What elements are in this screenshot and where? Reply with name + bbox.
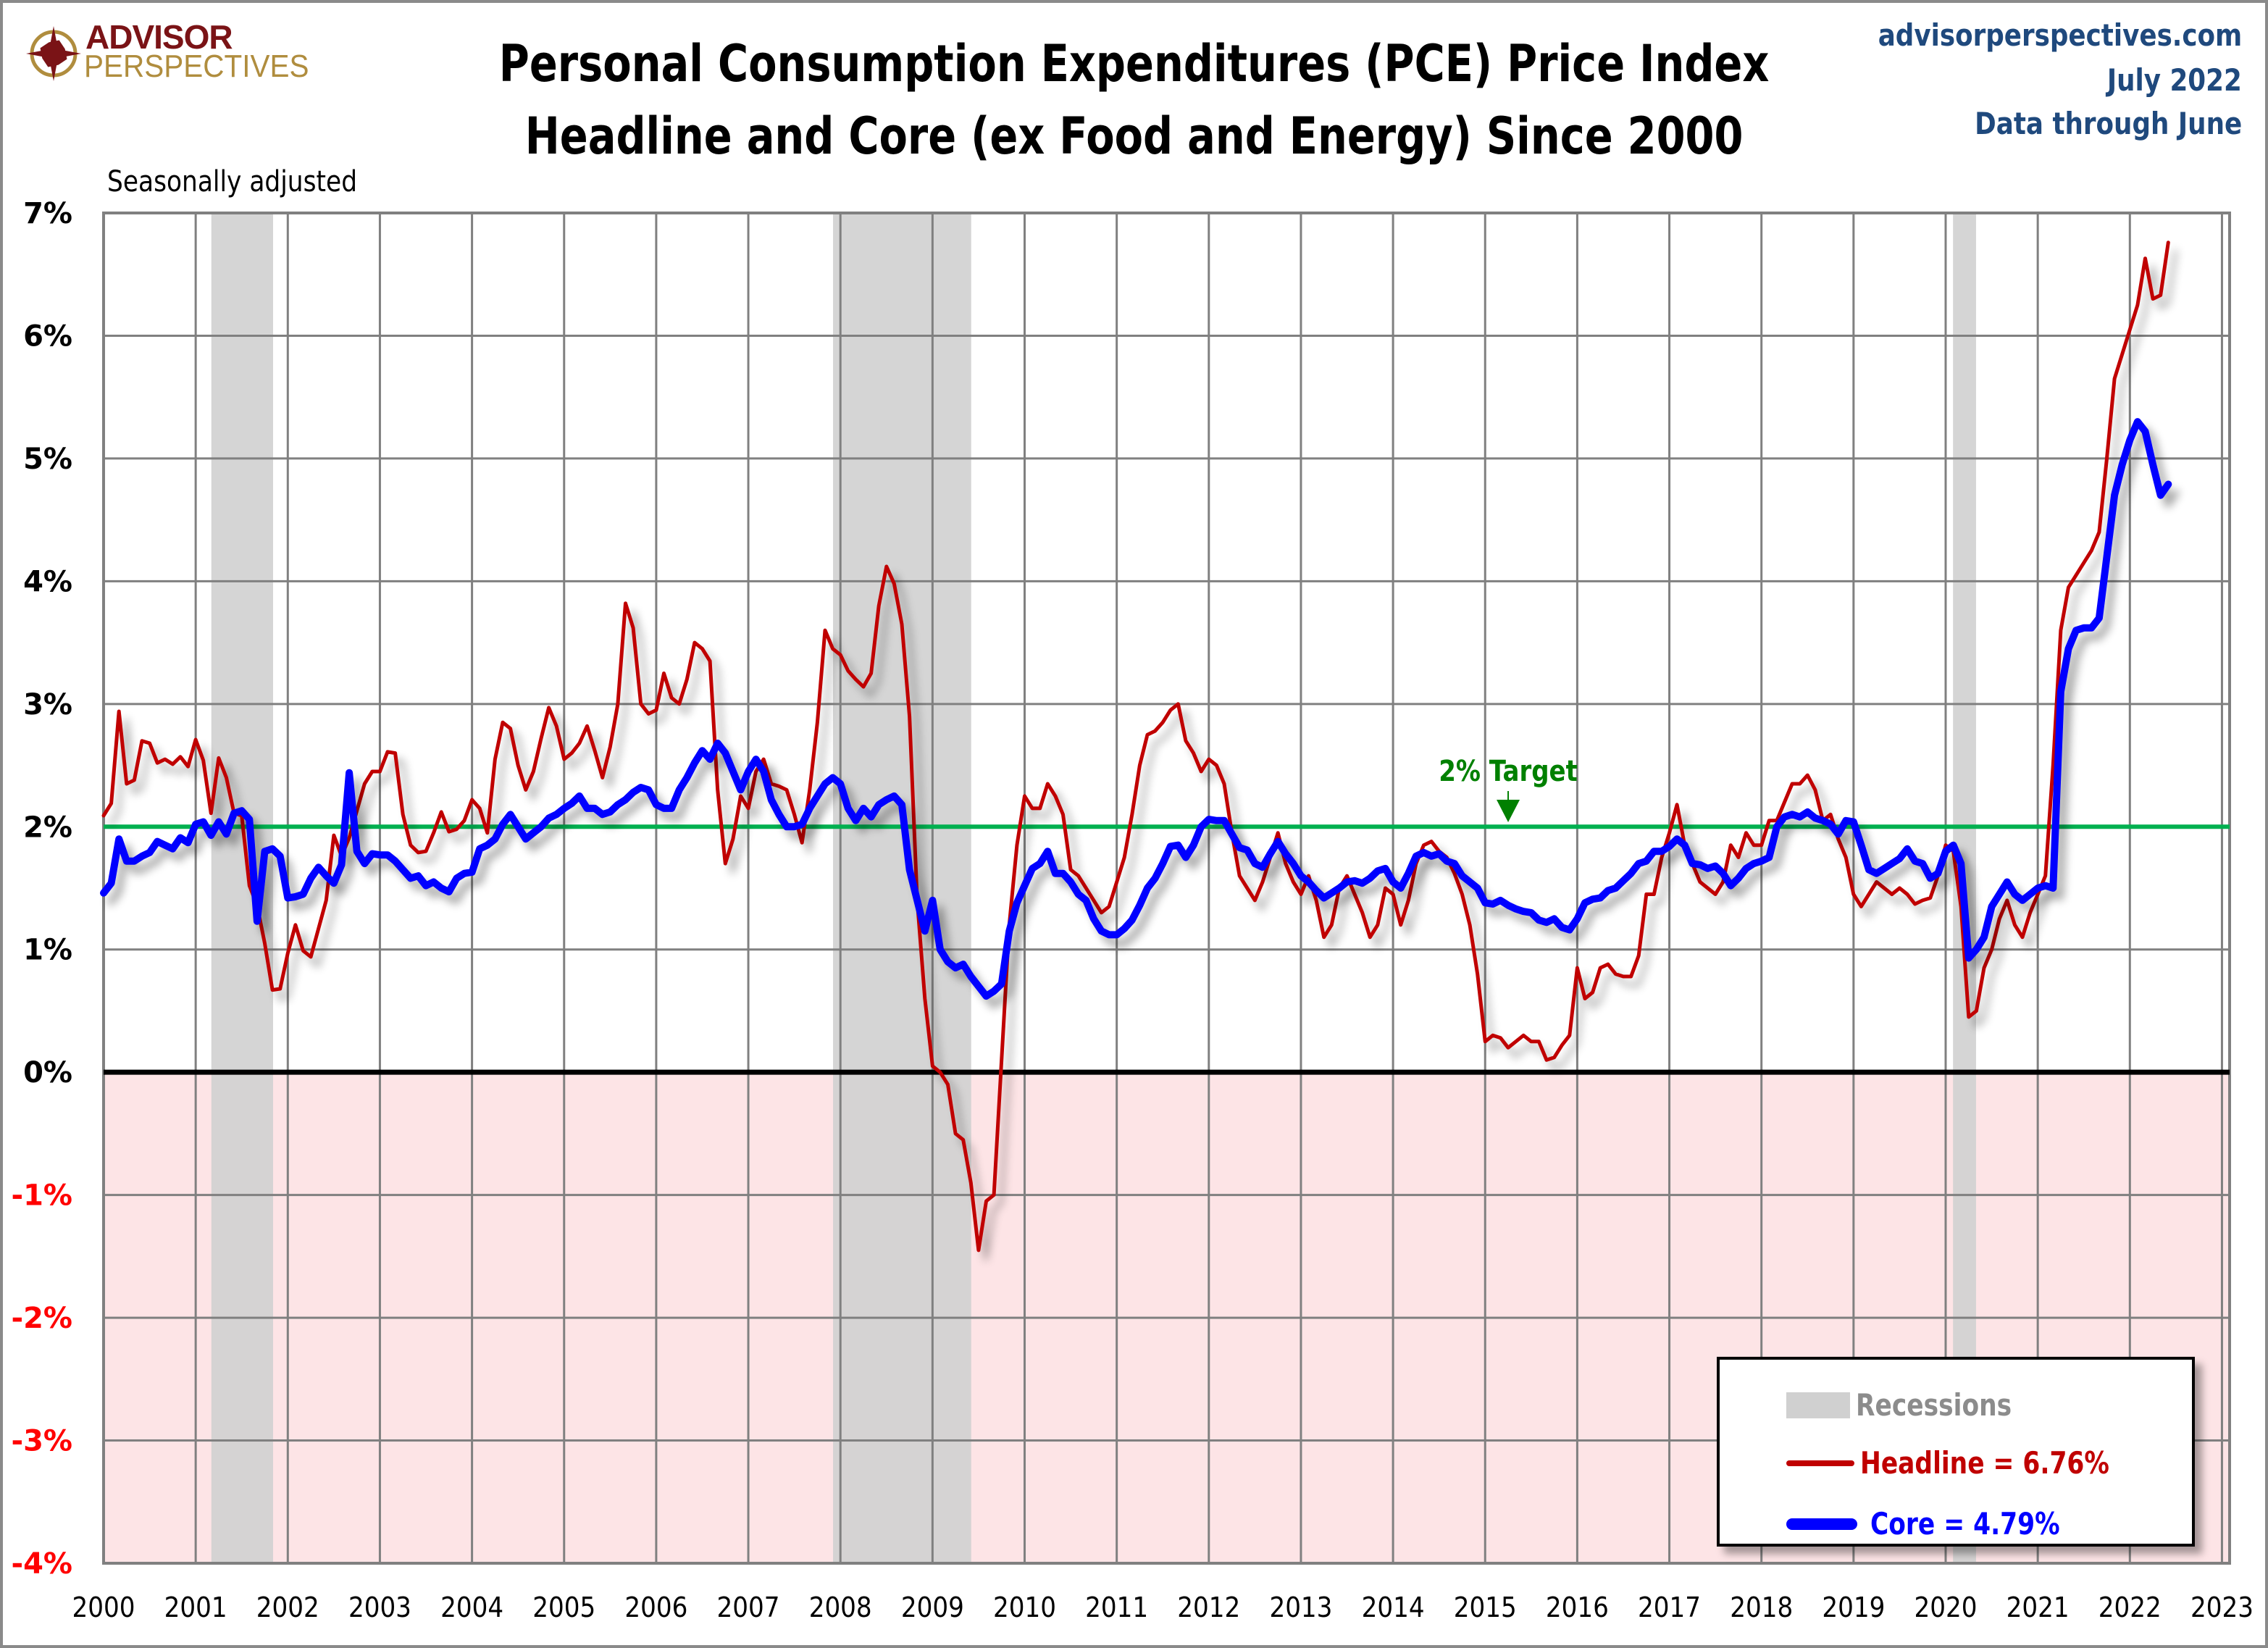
y-tick-label: 5% [23,443,72,476]
y-tick-label: 4% [23,565,72,598]
y-tick-label: 7% [23,197,72,230]
x-tick-label: 2007 [717,1591,780,1623]
x-tick-label: 2012 [1177,1591,1240,1623]
x-tick-label: 2001 [164,1591,227,1623]
y-tick-label: -3% [11,1425,72,1458]
data-through-note: Data through June [1974,106,2242,141]
x-tick-label: 2005 [532,1591,595,1623]
x-tick-label: 2015 [1454,1591,1517,1623]
chart-legend: Recessions Headline = 6.76% Core = 4.79% [1717,1357,2195,1547]
x-tick-label: 2004 [440,1591,503,1623]
x-tick-label: 2019 [1822,1591,1885,1623]
y-tick-label: -4% [11,1547,72,1581]
x-tick-label: 2002 [256,1591,319,1623]
headline-line-swatch-icon [1786,1460,1854,1466]
legend-label-recessions: Recessions [1856,1387,2012,1423]
y-tick-label: 0% [23,1056,72,1089]
legend-item-headline: Headline = 6.76% [1786,1445,2164,1481]
recession-swatch-icon [1786,1392,1850,1418]
series-lines [100,240,2172,1252]
legend-label-core: Core = 4.79% [1870,1506,2060,1542]
series-line-core [100,418,2172,1000]
logo-advisor-text: ADVISOR [85,18,233,56]
x-axis-ticks: 2000 2001 2002 2003 2004 2005 2006 2007 2008 2009… [72,1591,2254,1623]
y-tick-label: 1% [23,934,72,967]
x-tick-label: 2010 [993,1591,1056,1623]
x-tick-label: 2021 [2007,1591,2070,1623]
x-tick-label: 2011 [1085,1591,1148,1623]
site-link[interactable]: advisorperspectives.com [1878,17,2242,53]
y-tick-label: -2% [11,1302,72,1335]
y-axis-ticks: -4% -3% -2% -1% 0% 1% 2% 3% 4% 5% 6% 7% [11,197,72,1581]
y-tick-label: 2% [23,811,72,844]
core-line-swatch-icon [1786,1518,1857,1530]
recession-bands [211,213,1976,1563]
x-tick-label: 2003 [348,1591,411,1623]
logo-perspectives-text: PERSPECTIVES [84,49,309,84]
gridlines [102,212,2231,1565]
target-annotation: 2% Target [1439,754,1578,822]
legend-item-core: Core = 4.79% [1786,1506,2101,1542]
seasonally-adjusted-note: Seasonally adjusted [107,165,358,198]
x-tick-label: 2009 [901,1591,964,1623]
x-tick-label: 2017 [1638,1591,1701,1623]
target-label: 2% Target [1439,754,1578,787]
x-tick-label: 2016 [1546,1591,1609,1623]
legend-label-headline: Headline = 6.76% [1860,1445,2109,1481]
x-tick-label: 2022 [2098,1591,2162,1623]
y-tick-label: -1% [11,1179,72,1213]
down-arrow-icon [1497,800,1520,822]
chart-title: Personal Consumption Expenditures (PCE) … [498,34,1770,93]
chart-subtitle: Headline and Core (ex Food and Energy) S… [524,106,1744,166]
y-tick-label: 6% [23,319,72,353]
compass-logo-icon [26,26,81,81]
legend-item-recessions: Recessions [1786,1387,2046,1423]
recession-band [833,213,971,1563]
x-tick-label: 2020 [1915,1591,1978,1623]
publish-date: July 2022 [2106,62,2242,98]
x-tick-label: 2008 [809,1591,872,1623]
x-tick-label: 2013 [1269,1591,1332,1623]
x-tick-label: 2006 [624,1591,687,1623]
y-tick-label: 3% [23,688,72,721]
x-tick-label: 2023 [2190,1591,2254,1623]
x-tick-label: 2000 [72,1591,135,1623]
x-tick-label: 2018 [1730,1591,1793,1623]
x-tick-label: 2014 [1362,1591,1425,1623]
